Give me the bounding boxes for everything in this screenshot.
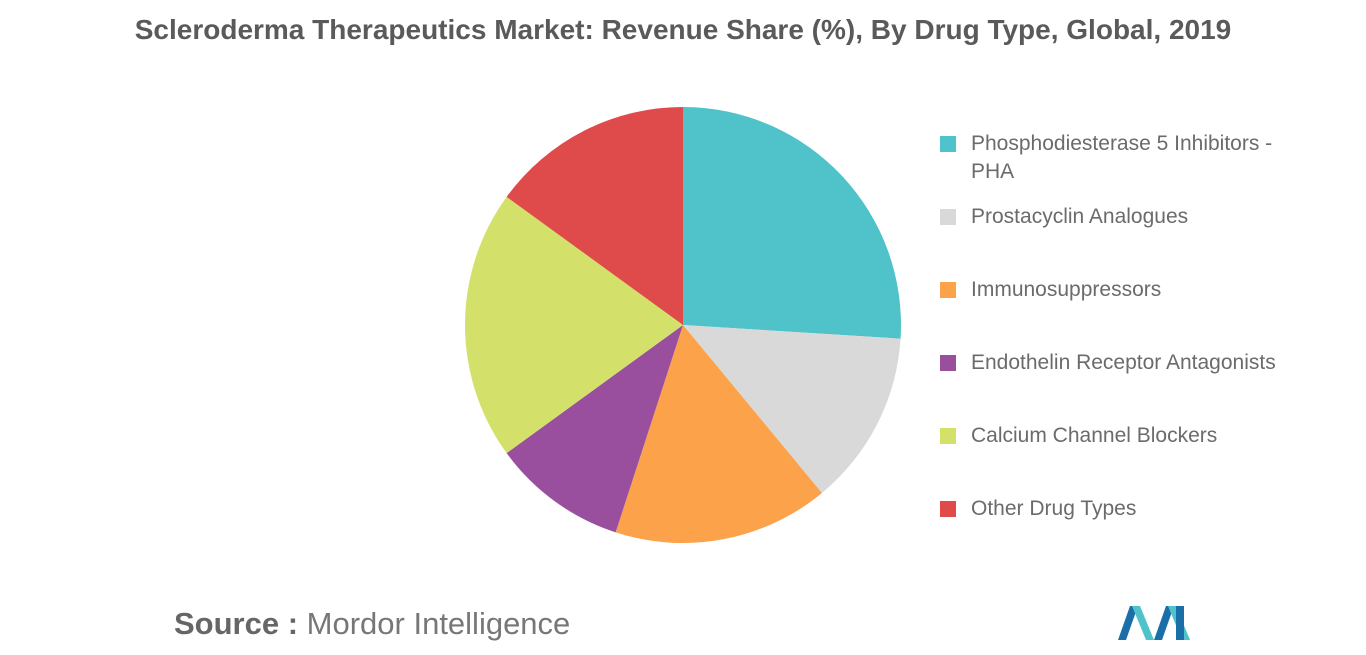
legend-item: Phosphodiesterase 5 Inhibitors - PHA: [940, 130, 1301, 186]
legend-label: Phosphodiesterase 5 Inhibitors - PHA: [971, 132, 1273, 183]
legend-label: Prostacyclin Analogues: [971, 205, 1189, 228]
legend-swatch: [940, 355, 956, 371]
legend-swatch: [940, 428, 956, 444]
legend-item: Calcium Channel Blockers: [940, 422, 1217, 450]
legend-swatch: [940, 136, 956, 152]
legend-label: Other Drug Types: [971, 497, 1137, 520]
pie-slice-1: [683, 107, 901, 339]
legend-item: Prostacyclin Analogues: [940, 203, 1188, 231]
pie-slice-2: [683, 325, 901, 493]
legend-swatch: [940, 209, 956, 225]
legend-item: Endothelin Receptor Antagonists: [940, 349, 1276, 377]
legend-label: Endothelin Receptor Antagonists: [971, 351, 1276, 374]
legend-swatch: [940, 282, 956, 298]
source-note: Source : Mordor Intelligence: [174, 606, 570, 642]
legend-label: Calcium Channel Blockers: [971, 424, 1218, 447]
source-label: Source :: [174, 606, 299, 641]
legend-item: Immunosuppressors: [940, 276, 1161, 304]
pie-slice-4: [506, 325, 683, 533]
pie-slice-6: [506, 106, 683, 325]
mordor-intelligence-logo: [1118, 606, 1190, 640]
chart-title: Scleroderma Therapeutics Market: Revenue…: [134, 14, 1232, 45]
pie-slice-5: [465, 196, 683, 454]
legend-label: Immunosuppressors: [971, 278, 1162, 301]
pie-slice-3: [615, 325, 822, 543]
source-text: Mordor Intelligence: [306, 606, 571, 641]
legend-item: Other Drug Types: [940, 495, 1136, 523]
legend-swatch: [940, 501, 956, 517]
